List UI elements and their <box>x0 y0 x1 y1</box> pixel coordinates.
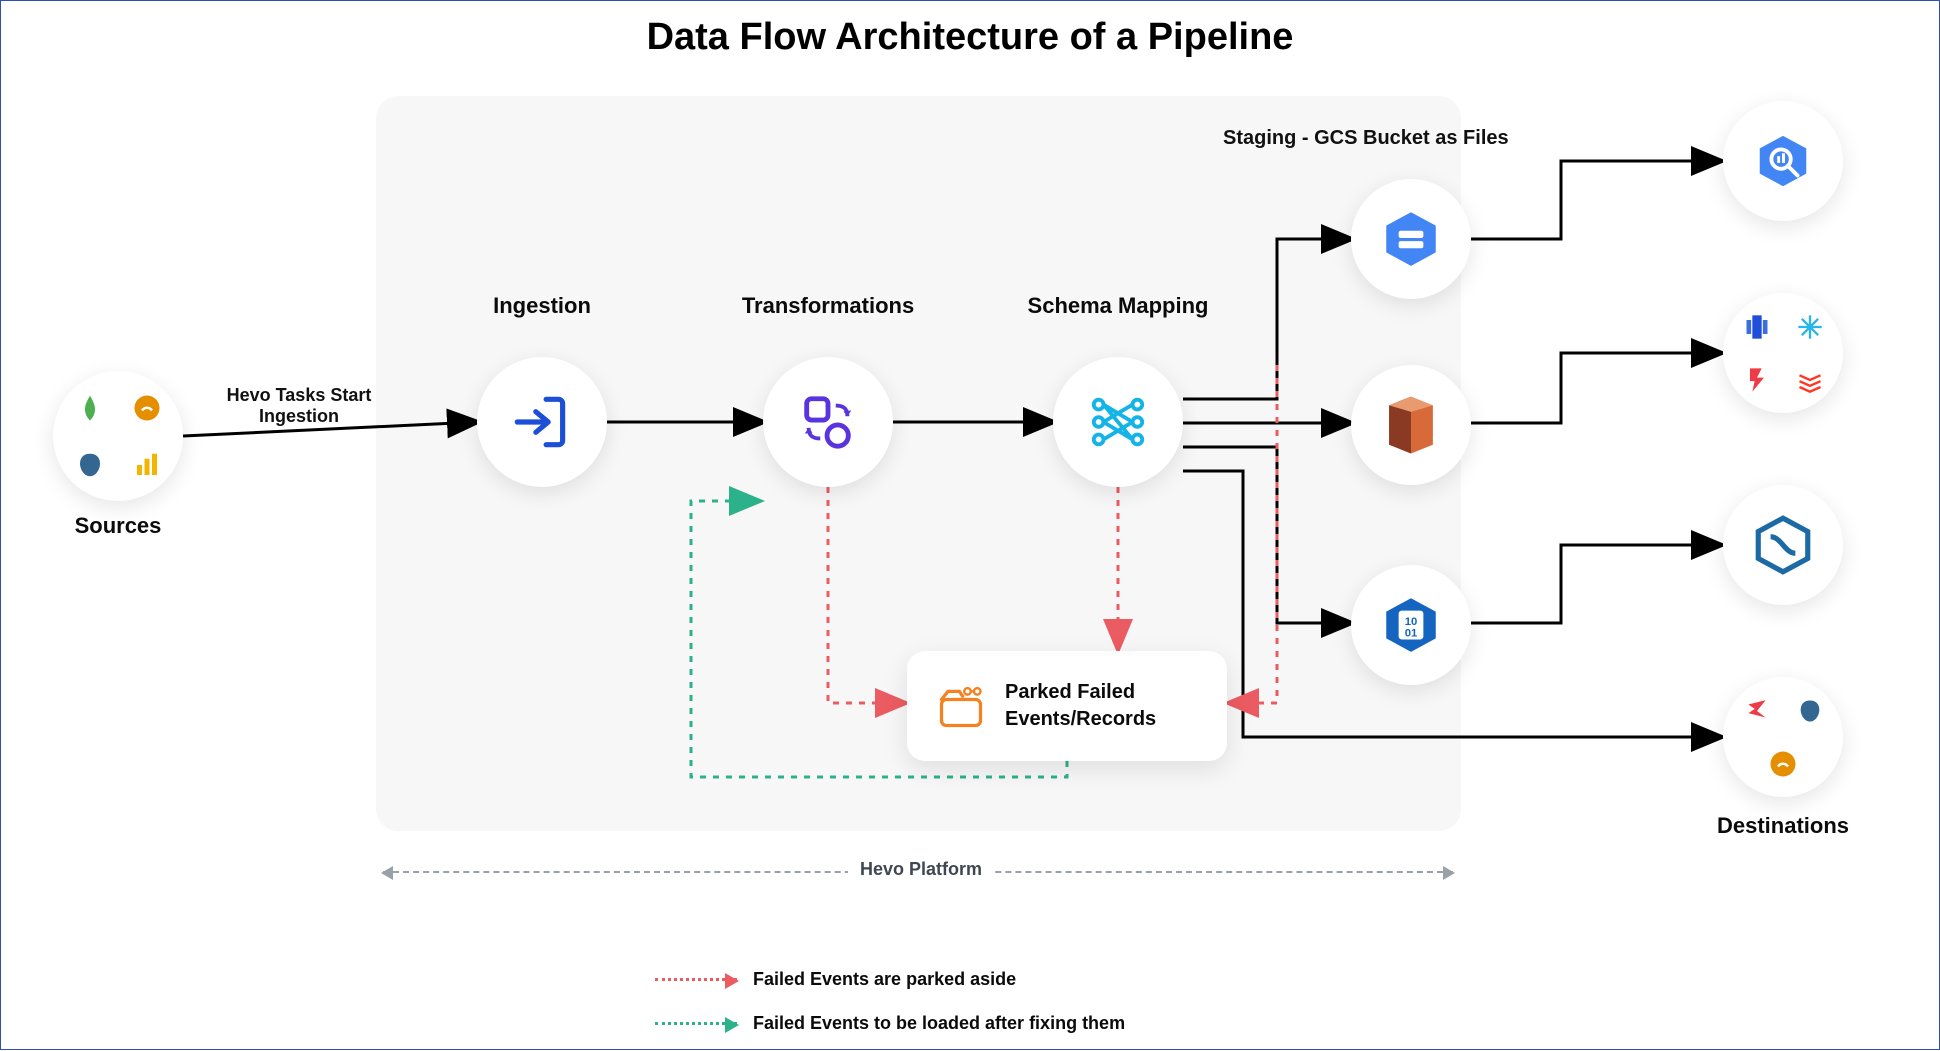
binary-hex-icon: 10 01 <box>1378 592 1444 658</box>
legend-red: Failed Events are parked aside <box>655 969 1016 990</box>
schema-icon <box>1087 391 1149 453</box>
svg-text:01: 01 <box>1405 627 1418 639</box>
legend-red-line <box>655 978 737 981</box>
synapse-icon <box>1750 512 1816 578</box>
parked-line2: Events/Records <box>1005 706 1156 733</box>
postgres-icon <box>72 447 108 483</box>
spark-icon <box>1739 693 1775 729</box>
ingest-note: Hevo Tasks Start Ingestion <box>209 385 389 427</box>
label-schema-mapping: Schema Mapping <box>988 293 1248 319</box>
analytics-icon <box>129 447 165 483</box>
parked-line1: Parked Failed <box>1005 679 1156 706</box>
ingest-note-line1: Hevo Tasks Start <box>209 385 389 406</box>
parked-failed-card: Parked Failed Events/Records <box>907 651 1227 761</box>
ingestion-icon <box>509 389 575 455</box>
mongodb-icon <box>72 390 108 426</box>
node-destination-databases <box>1723 677 1843 797</box>
page-title: Data Flow Architecture of a Pipeline <box>1 16 1939 59</box>
node-transformations <box>763 357 893 487</box>
label-destinations: Destinations <box>1663 813 1903 839</box>
transform-icon <box>797 391 859 453</box>
ingest-note-line2: Ingestion <box>209 406 389 427</box>
hevo-span-caption: Hevo Platform <box>848 859 994 880</box>
label-ingestion: Ingestion <box>412 293 672 319</box>
gcs-hex-icon <box>1378 206 1444 272</box>
node-staging-gcs <box>1351 179 1471 299</box>
node-destination-warehouses <box>1723 293 1843 413</box>
node-staging-s3 <box>1351 365 1471 485</box>
firebolt-icon <box>1739 362 1775 398</box>
legend-green: Failed Events to be loaded after fixing … <box>655 1013 1125 1034</box>
redshift-icon <box>1739 309 1775 345</box>
legend-red-text: Failed Events are parked aside <box>753 969 1016 990</box>
sources-icon-grid <box>66 384 170 488</box>
node-ingestion <box>477 357 607 487</box>
dest2-icon-grid <box>1735 305 1831 401</box>
node-schema-mapping <box>1053 357 1183 487</box>
parked-text: Parked Failed Events/Records <box>1005 679 1156 733</box>
bigquery-icon <box>1752 130 1814 192</box>
node-staging-binary: 10 01 <box>1351 565 1471 685</box>
label-sources: Sources <box>0 513 248 539</box>
node-destination-synapse <box>1723 485 1843 605</box>
s3-icon <box>1376 390 1446 460</box>
parked-icon <box>935 680 987 732</box>
label-staging: Staging - GCS Bucket as Files <box>1223 127 1509 150</box>
node-destination-bigquery <box>1723 101 1843 221</box>
legend-green-text: Failed Events to be loaded after fixing … <box>753 1013 1125 1034</box>
mysql-icon <box>129 390 165 426</box>
legend-green-line <box>655 1022 737 1025</box>
snowflake-icon <box>1792 309 1828 345</box>
svg-text:10: 10 <box>1405 616 1418 628</box>
label-transformations: Transformations <box>698 293 958 319</box>
dest4-icon-grid <box>1735 689 1831 785</box>
postgres-icon-2 <box>1792 693 1828 729</box>
node-sources <box>53 371 183 501</box>
mysql-icon-2 <box>1765 746 1801 782</box>
databricks-icon <box>1792 362 1828 398</box>
